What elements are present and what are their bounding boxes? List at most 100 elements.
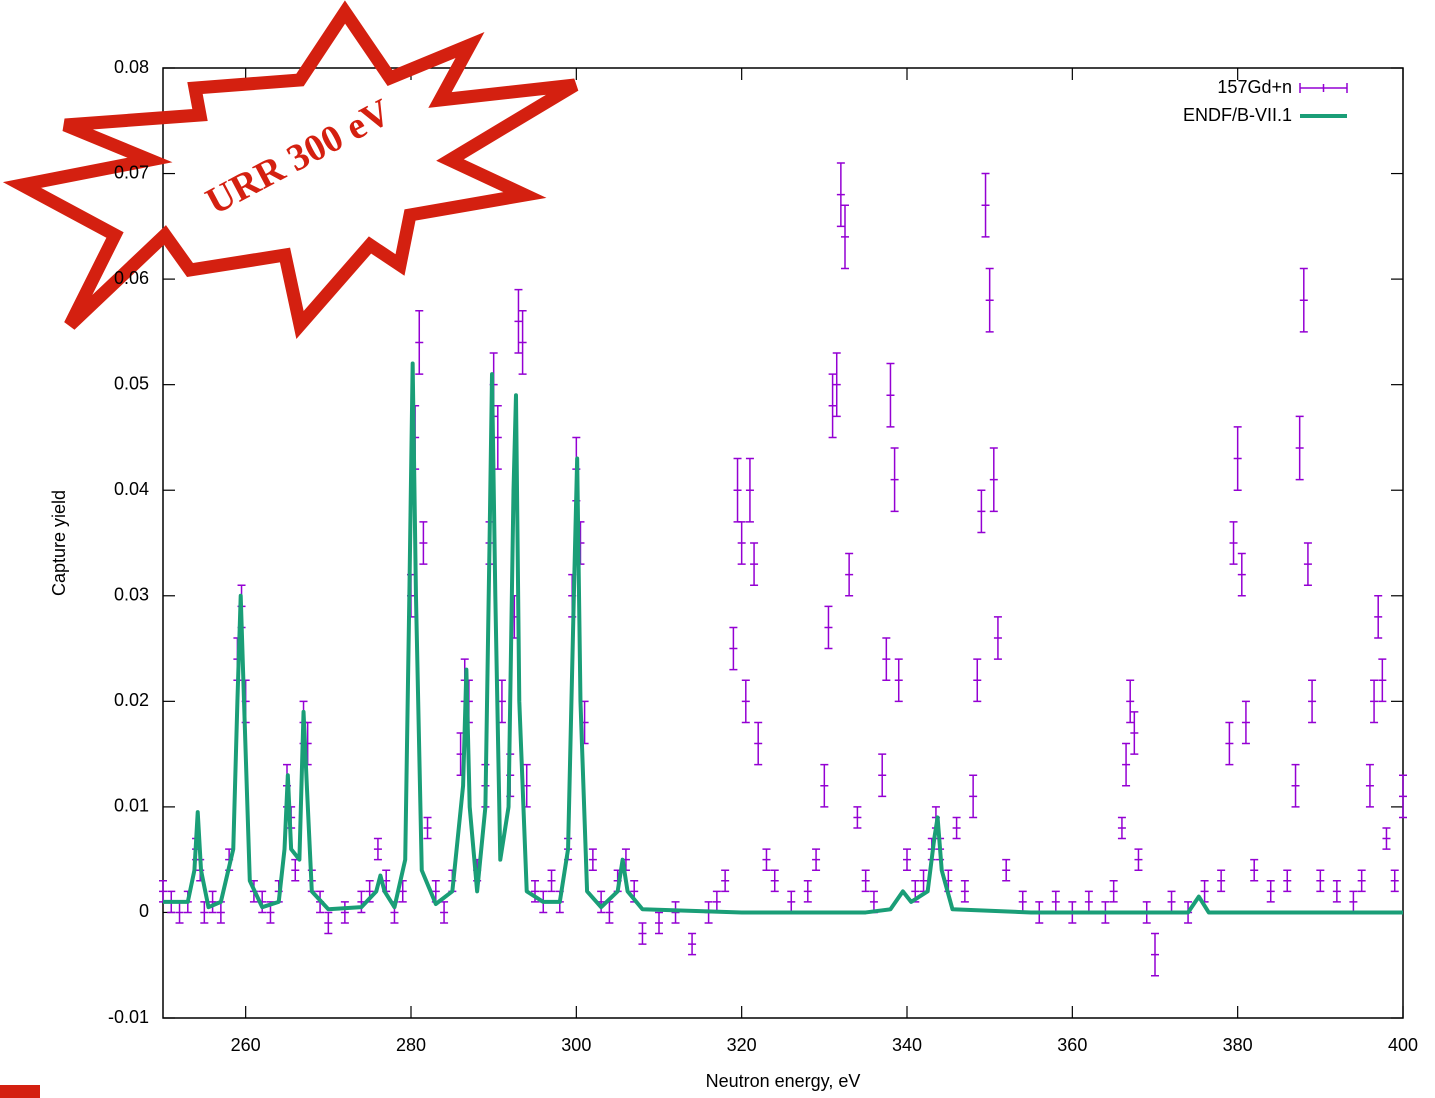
error-bar-point bbox=[985, 267, 994, 333]
error-bar-point bbox=[357, 890, 366, 914]
starburst bbox=[2, 0, 579, 340]
y-axis-label: Capture yield bbox=[49, 490, 69, 596]
error-bar-point bbox=[911, 880, 920, 903]
error-bar-point bbox=[522, 763, 531, 808]
error-bar-point bbox=[1109, 880, 1118, 903]
error-bar-point bbox=[1390, 869, 1399, 893]
error-bar-point bbox=[1332, 880, 1341, 903]
error-bar-point bbox=[1018, 890, 1027, 914]
error-bar-point bbox=[518, 310, 527, 375]
error-bar-point bbox=[580, 700, 589, 745]
y-tick-label: 0.03 bbox=[114, 585, 149, 605]
x-tick-label: 320 bbox=[727, 1035, 757, 1055]
error-bar-point bbox=[1084, 890, 1093, 914]
error-bar-point bbox=[175, 901, 184, 924]
error-bar-point bbox=[638, 922, 647, 945]
error-bar-point bbox=[1370, 679, 1379, 724]
error-bar-point bbox=[919, 869, 928, 893]
error-bar-point bbox=[1002, 858, 1011, 882]
error-bar-point bbox=[712, 890, 721, 914]
y-tick-label: 0.01 bbox=[114, 796, 149, 816]
error-bar-point bbox=[365, 880, 374, 903]
error-bar-point bbox=[960, 880, 969, 903]
error-bar-point bbox=[1283, 869, 1292, 893]
error-bar-point bbox=[547, 869, 556, 893]
x-tick-label: 400 bbox=[1388, 1035, 1418, 1055]
error-bar-point bbox=[1374, 595, 1383, 639]
error-bar-point bbox=[824, 605, 833, 650]
error-bar-point bbox=[597, 890, 606, 914]
error-bar-point bbox=[493, 405, 502, 470]
error-bar-point bbox=[1382, 827, 1391, 850]
x-tick-label: 340 bbox=[892, 1035, 922, 1055]
error-bar-point bbox=[1378, 658, 1387, 703]
error-bar-point bbox=[340, 901, 349, 924]
error-bar-point bbox=[510, 595, 519, 639]
error-bar-point bbox=[1299, 267, 1308, 333]
error-bar-point bbox=[1134, 848, 1143, 871]
error-bar-point bbox=[882, 637, 891, 681]
y-tick-label: 0.04 bbox=[114, 479, 149, 499]
error-bar-point bbox=[803, 880, 812, 903]
error-bar-point bbox=[419, 521, 428, 565]
error-bar-point bbox=[1357, 869, 1366, 893]
error-bar-point bbox=[398, 880, 407, 903]
error-bar-point bbox=[159, 880, 167, 903]
error-bar-point bbox=[890, 447, 899, 513]
y-tick-label: 0.06 bbox=[114, 268, 149, 288]
error-bar-point bbox=[721, 869, 730, 893]
error-bar-point bbox=[853, 806, 862, 829]
error-bar-point bbox=[1117, 816, 1126, 840]
error-bar-point bbox=[820, 763, 829, 808]
legend-label: 157Gd+n bbox=[1217, 77, 1292, 97]
error-bar-point bbox=[993, 616, 1002, 660]
error-bar-point bbox=[655, 911, 663, 935]
error-bar-point bbox=[1241, 700, 1250, 745]
error-bar-point bbox=[671, 901, 680, 924]
y-tick-label: 0.02 bbox=[114, 690, 149, 710]
error-bar-point bbox=[770, 869, 779, 893]
x-tick-label: 380 bbox=[1223, 1035, 1253, 1055]
error-bar-point bbox=[878, 753, 887, 798]
y-tick-label: 0.05 bbox=[114, 373, 149, 393]
error-bar-point bbox=[973, 658, 982, 703]
legend: 157Gd+n ENDF/B-VII.1 bbox=[1183, 77, 1348, 125]
error-bar-point bbox=[324, 911, 333, 935]
x-tick-label: 300 bbox=[561, 1035, 591, 1055]
error-bar-point bbox=[729, 626, 738, 671]
error-bar-point bbox=[977, 489, 986, 534]
error-bar-point bbox=[1291, 763, 1300, 808]
error-bar-point bbox=[745, 457, 754, 523]
error-bar-point bbox=[1051, 890, 1060, 914]
error-bar-point bbox=[989, 447, 998, 513]
legend-swatch bbox=[1299, 83, 1348, 93]
y-tick-label: -0.01 bbox=[108, 1007, 149, 1027]
error-bar-point bbox=[514, 288, 523, 354]
error-bar-point bbox=[1225, 721, 1234, 766]
error-bar-point bbox=[390, 901, 399, 924]
error-bar-point bbox=[787, 890, 796, 914]
error-bar-point bbox=[894, 658, 903, 703]
error-bar-point bbox=[836, 162, 845, 228]
error-bar-point bbox=[903, 848, 911, 871]
error-bar-point bbox=[258, 890, 267, 914]
error-bar-point bbox=[1130, 711, 1139, 755]
error-bar-point bbox=[1295, 415, 1304, 481]
error-bar-point bbox=[1126, 679, 1135, 724]
error-bar-point bbox=[861, 869, 870, 893]
error-bar-point bbox=[1237, 552, 1246, 597]
line-series bbox=[163, 361, 1403, 915]
x-tick-label: 360 bbox=[1057, 1035, 1087, 1055]
error-bar-point bbox=[1266, 880, 1275, 903]
x-tick-label: 280 bbox=[396, 1035, 426, 1055]
error-bar-point bbox=[1365, 763, 1374, 808]
x-tick-label: 260 bbox=[231, 1035, 261, 1055]
error-bar-point bbox=[845, 552, 854, 597]
error-bar-point bbox=[812, 848, 821, 871]
error-bar-point bbox=[688, 932, 697, 956]
error-bar-point bbox=[969, 774, 978, 819]
error-bar-point bbox=[1167, 890, 1176, 914]
error-bar-point bbox=[531, 880, 539, 903]
error-bar-point bbox=[741, 679, 750, 724]
